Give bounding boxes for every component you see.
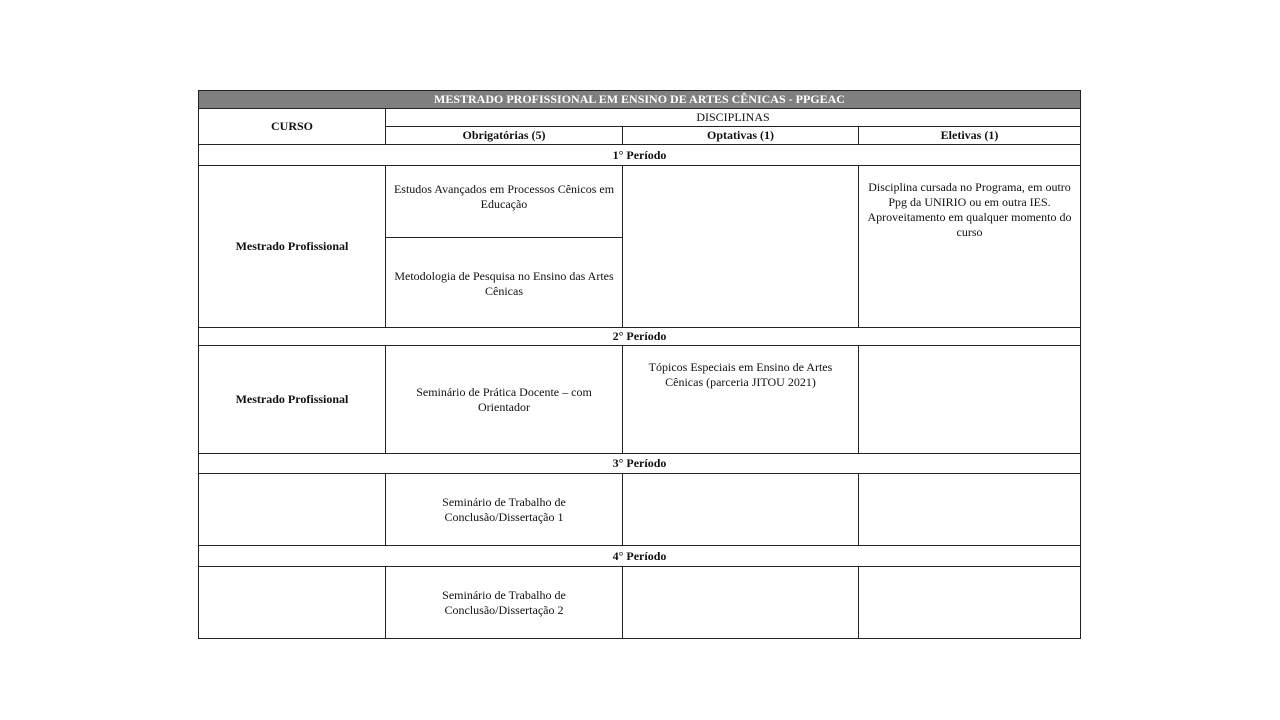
period-1-eletivas: Disciplina cursada no Programa, em outro… [858,165,1081,328]
period-2-label: 2° Período [198,327,1081,346]
header-eletivas: Eletivas (1) [858,126,1081,145]
period-2-optativas: Tópicos Especiais em Ensino de Artes Cên… [622,345,859,454]
period-4-eletivas [858,566,1081,639]
period-1-label: 1° Período [198,144,1081,166]
period-3-obrigatoria-1: Seminário de Trabalho de Conclusão/Disse… [385,473,623,546]
period-1-obrigatoria-2: Metodologia de Pesquisa no Ensino das Ar… [385,237,623,328]
period-4-label: 4° Período [198,545,1081,567]
period-3-optativas [622,473,859,546]
period-3-eletivas [858,473,1081,546]
period-2-curso: Mestrado Profissional [198,345,386,454]
table-title: MESTRADO PROFISSIONAL EM ENSINO DE ARTES… [198,90,1081,109]
period-2-eletivas [858,345,1081,454]
header-optativas: Optativas (1) [622,126,859,145]
period-3-label: 3° Período [198,453,1081,474]
period-1-curso: Mestrado Profissional [198,165,386,328]
period-1-obrigatoria-1: Estudos Avançados em Processos Cênicos e… [385,165,623,238]
period-3-curso [198,473,386,546]
period-4-curso [198,566,386,639]
header-disciplinas: DISCIPLINAS [385,108,1081,127]
header-curso: CURSO [198,108,386,145]
period-4-optativas [622,566,859,639]
header-obrigatorias: Obrigatórias (5) [385,126,623,145]
period-1-optativas [622,165,859,328]
period-4-obrigatoria-1: Seminário de Trabalho de Conclusão/Disse… [385,566,623,639]
period-2-obrigatoria-1: Seminário de Prática Docente – com Orien… [385,345,623,454]
